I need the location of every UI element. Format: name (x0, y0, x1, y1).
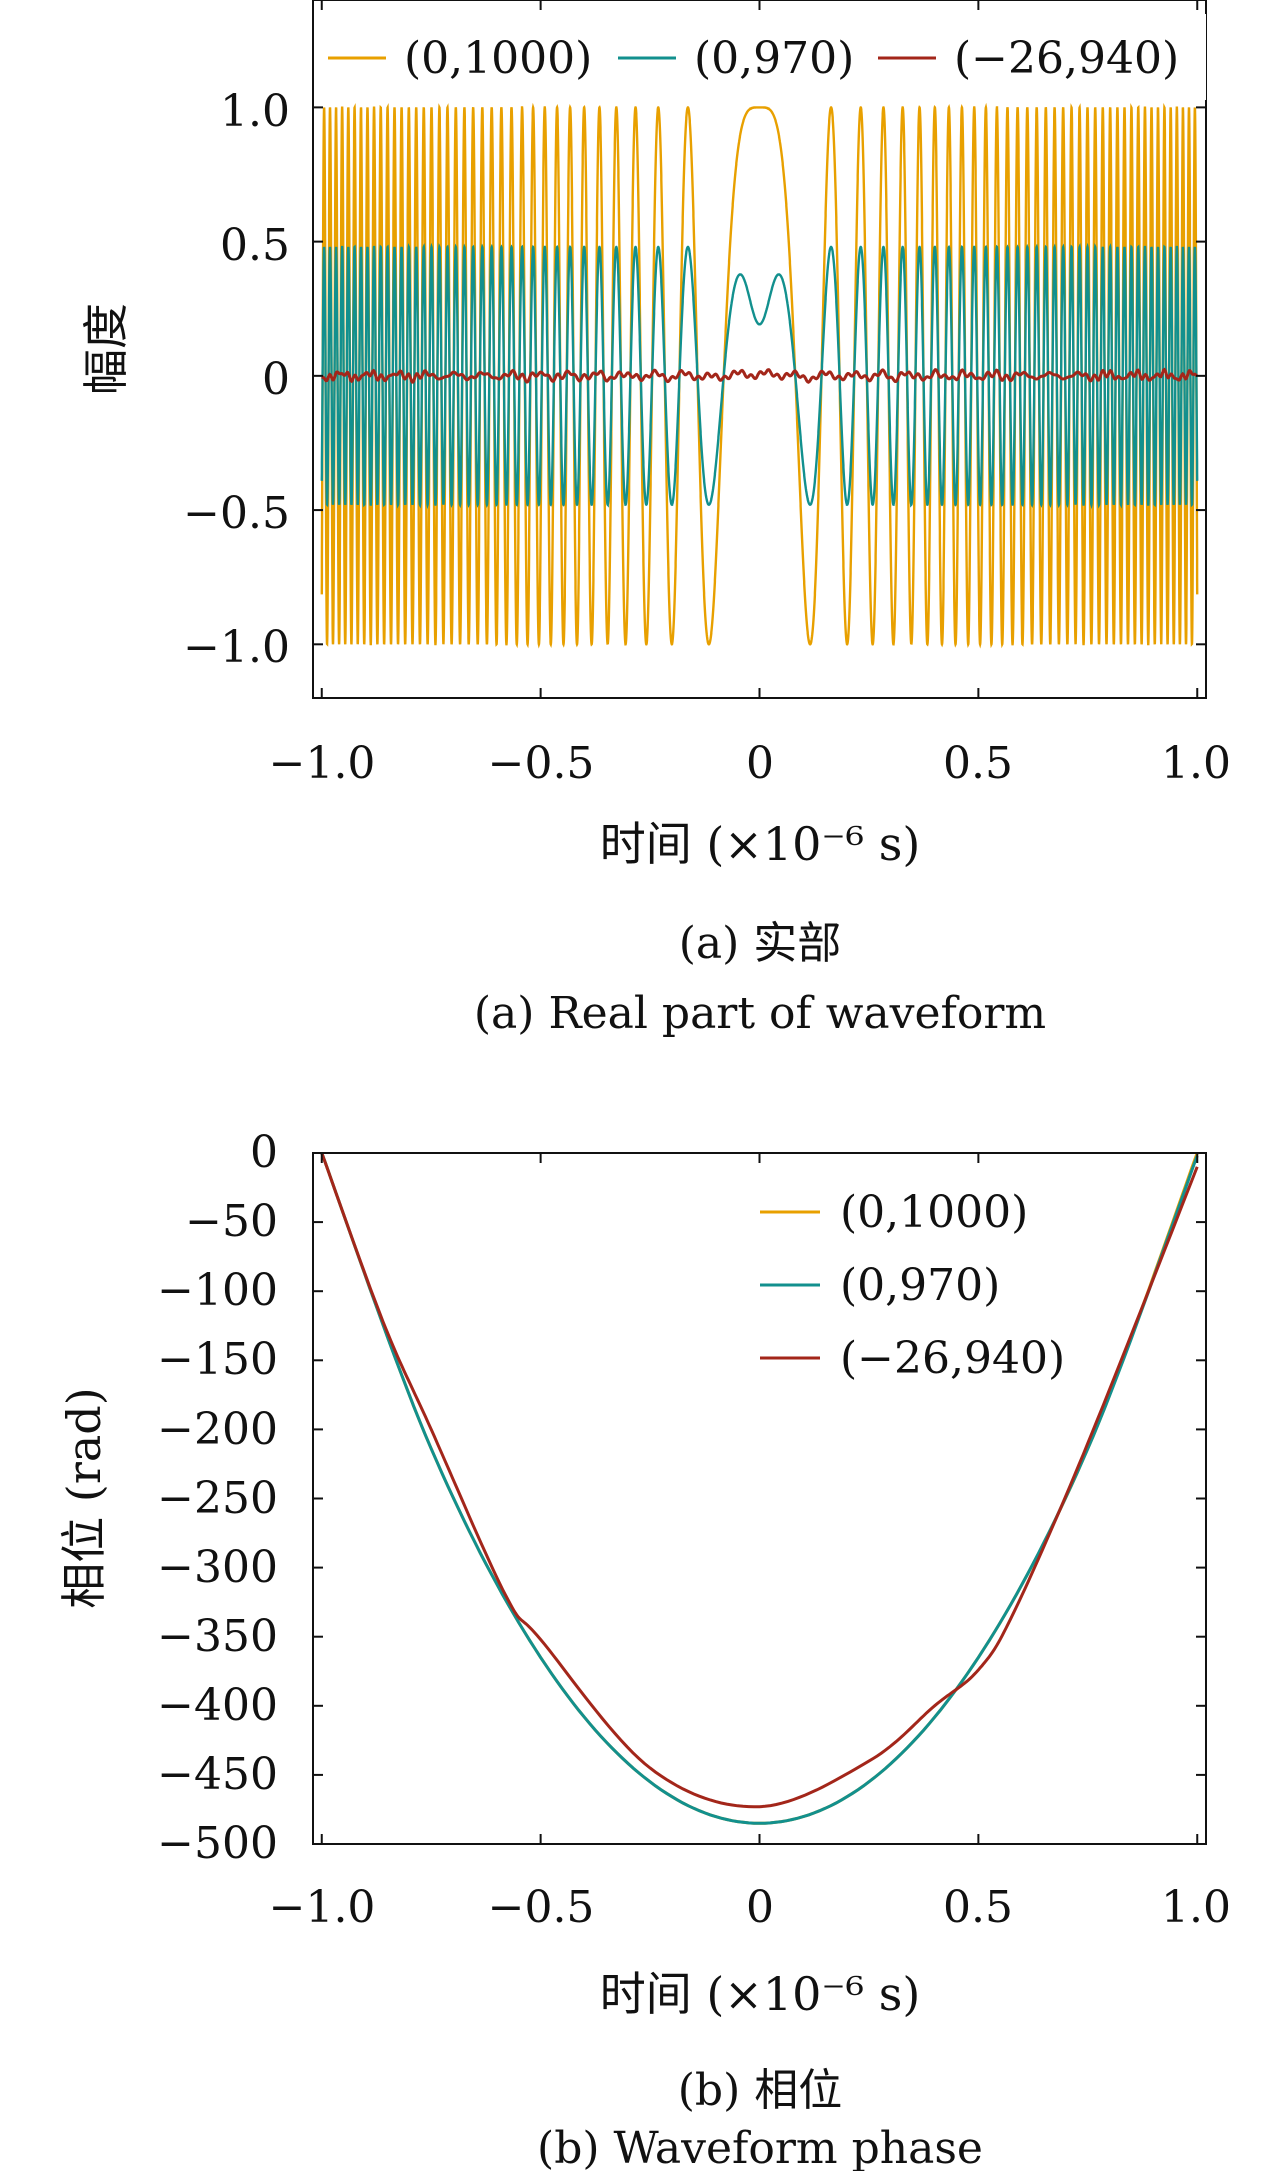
panel-b-caption-en: (b) Waveform phase (537, 2123, 983, 2171)
panel-b-ytick-label-6: −300 (157, 1542, 278, 1593)
panel-a-ytick-label-2: 0 (262, 354, 290, 405)
panel-b-legend-label-26-940: (−26,940) (840, 1333, 1065, 1384)
panel-b-ytick-label-10: −500 (157, 1818, 278, 1869)
panel-b-series-line-26-940 (320, 1153, 1199, 1809)
panel-b-xtick-label-2: 0 (746, 1882, 774, 1933)
panel-a-series-line-1000 (320, 102, 1199, 649)
panel-a-legend-label-26-940: (−26,940) (954, 33, 1179, 84)
panel-a-ytick-label-1: 0.5 (220, 220, 290, 271)
panel-a-real-part: 1.0 0.5 0 −0.5 −1.0 −1.0 −0.5 0 0.5 1.0 … (79, 0, 1231, 1039)
panel-a-legend: (0,1000) (0,970) (−26,940) (318, 14, 1206, 100)
panel-b-ytick-label-7: −350 (157, 1611, 278, 1662)
panel-b-ticks (313, 1152, 1206, 1845)
panel-a-legend-label-970: (0,970) (694, 33, 854, 84)
panel-a-ytick-label-0: 1.0 (220, 86, 290, 137)
panel-b-caption-cn: (b) 相位 (678, 2065, 842, 2116)
panel-b-ytick-label-8: −400 (157, 1680, 278, 1731)
panel-b-series-line-1000 (320, 1153, 1199, 1825)
panel-b-axes-frame (312, 1152, 1207, 1845)
panel-b-ytick-label-9: −450 (157, 1749, 278, 1800)
panel-b-ytick-label-2: −100 (157, 1265, 278, 1316)
panel-a-ylabel: 幅度 (79, 303, 133, 395)
panel-b-ytick-label-0: 0 (250, 1127, 278, 1178)
panel-b-series-line-970 (320, 1153, 1199, 1825)
panel-b-xtick-label-3: 0.5 (943, 1882, 1013, 1933)
panel-a-xtick-label-1: −0.5 (488, 738, 595, 789)
panel-b-legend-label-1000: (0,1000) (840, 1187, 1028, 1238)
panel-a-xtick-label-2: 0 (746, 738, 774, 789)
panel-b-series-group (320, 1153, 1199, 1825)
panel-a-xlabel: 时间 (×10⁻⁶ s) (600, 817, 921, 871)
panel-a-ticks (313, 0, 1206, 698)
panel-a-legend-label-1000: (0,1000) (404, 33, 592, 84)
panel-b-ylabel: 相位 (rad) (57, 1387, 111, 1608)
panel-a-series-line-26-940 (321, 367, 1198, 384)
panel-b-ytick-label-1: −50 (185, 1196, 278, 1247)
panel-a-xtick-label-0: −1.0 (269, 738, 376, 789)
panel-b-xtick-label-1: −0.5 (488, 1882, 595, 1933)
panel-b-phase: 0 −50 −100 −150 −200 −250 −300 −350 −400… (57, 1127, 1231, 2171)
panel-a-series-line-970 (320, 242, 1199, 510)
panel-b-xlabel: 时间 (×10⁻⁶ s) (600, 1967, 921, 2021)
panel-a-series-group (320, 102, 1199, 649)
panel-a-axes-frame (312, 0, 1207, 699)
panel-b-ytick-label-5: −250 (157, 1473, 278, 1524)
panel-a-xtick-label-4: 1.0 (1161, 738, 1231, 789)
panel-b-legend-label-970: (0,970) (840, 1260, 1000, 1311)
panel-b-legend: (0,1000) (0,970) (−26,940) (760, 1187, 1065, 1384)
panel-a-ytick-label-4: −1.0 (183, 622, 290, 673)
panel-b-ytick-label-3: −150 (157, 1334, 278, 1385)
panel-a-ytick-label-3: −0.5 (183, 488, 290, 539)
panel-a-legend-background (318, 14, 1206, 100)
panel-b-xtick-label-4: 1.0 (1161, 1882, 1231, 1933)
panel-a-xtick-label-3: 0.5 (943, 738, 1013, 789)
panel-a-caption-en: (a) Real part of waveform (474, 988, 1046, 1039)
panel-a-caption-cn: (a) 实部 (679, 918, 842, 969)
panel-b-ytick-label-4: −200 (157, 1404, 278, 1455)
panel-b-xtick-label-0: −1.0 (269, 1882, 376, 1933)
